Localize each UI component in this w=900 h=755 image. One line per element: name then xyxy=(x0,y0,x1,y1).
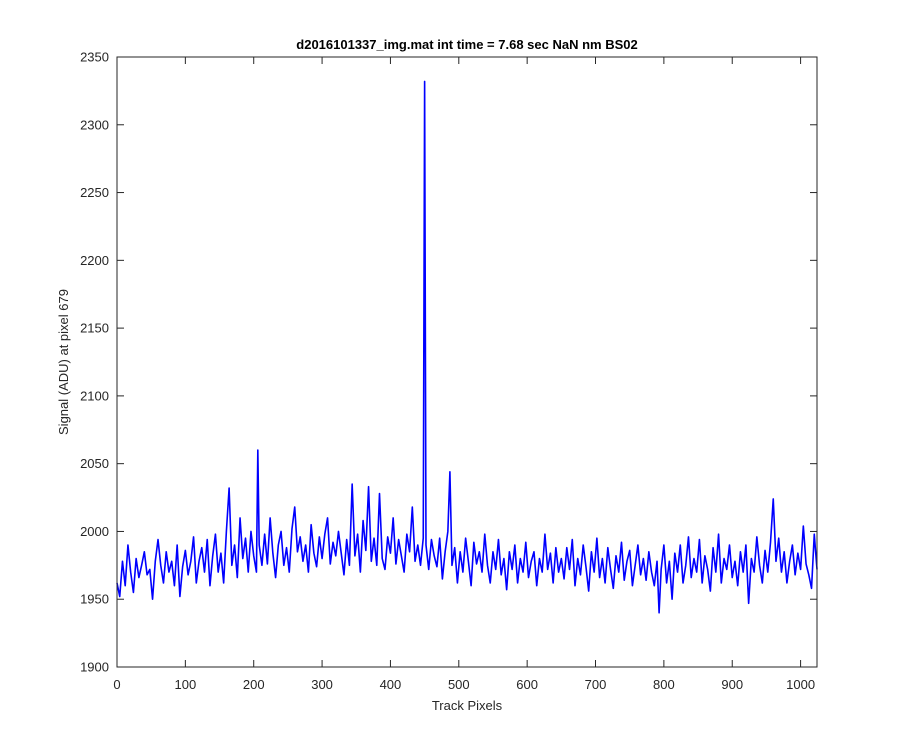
y-tick-label: 2100 xyxy=(80,388,109,403)
x-tick-label: 100 xyxy=(175,677,197,692)
y-axis-ticks: 1900 1950 2000 2050 2100 2150 2200 2250 2300 2350 xyxy=(80,50,817,675)
x-tick-label: 400 xyxy=(380,677,402,692)
x-tick-label: 500 xyxy=(448,677,470,692)
series-line-0 xyxy=(116,80,818,614)
y-tick-label: 2300 xyxy=(80,117,109,132)
y-axis-label: Signal (ADU) at pixel 679 xyxy=(56,289,71,435)
x-tick-label: 200 xyxy=(243,677,265,692)
y-tick-label: 2150 xyxy=(80,321,109,336)
x-tick-label: 700 xyxy=(585,677,607,692)
y-tick-label: 2000 xyxy=(80,524,109,539)
y-tick-label: 2250 xyxy=(80,185,109,200)
x-axis-ticks: 0 100 200 300 400 500 600 700 800 900 1000 xyxy=(113,57,815,692)
x-tick-label: 900 xyxy=(721,677,743,692)
x-tick-label: 300 xyxy=(311,677,333,692)
y-tick-label: 2200 xyxy=(80,253,109,268)
x-tick-label: 1000 xyxy=(786,677,815,692)
x-tick-label: 600 xyxy=(516,677,538,692)
series-layer xyxy=(116,80,818,614)
x-tick-label: 800 xyxy=(653,677,675,692)
y-tick-label: 2050 xyxy=(80,456,109,471)
x-axis-label: Track Pixels xyxy=(432,698,503,713)
y-tick-label: 1950 xyxy=(80,592,109,607)
y-tick-label: 2350 xyxy=(80,50,109,65)
axes-box xyxy=(116,56,818,668)
y-tick-label: 1900 xyxy=(80,660,109,675)
chart-title: d2016101337_img.mat int time = 7.68 sec … xyxy=(296,37,637,52)
x-tick-label: 0 xyxy=(113,677,120,692)
